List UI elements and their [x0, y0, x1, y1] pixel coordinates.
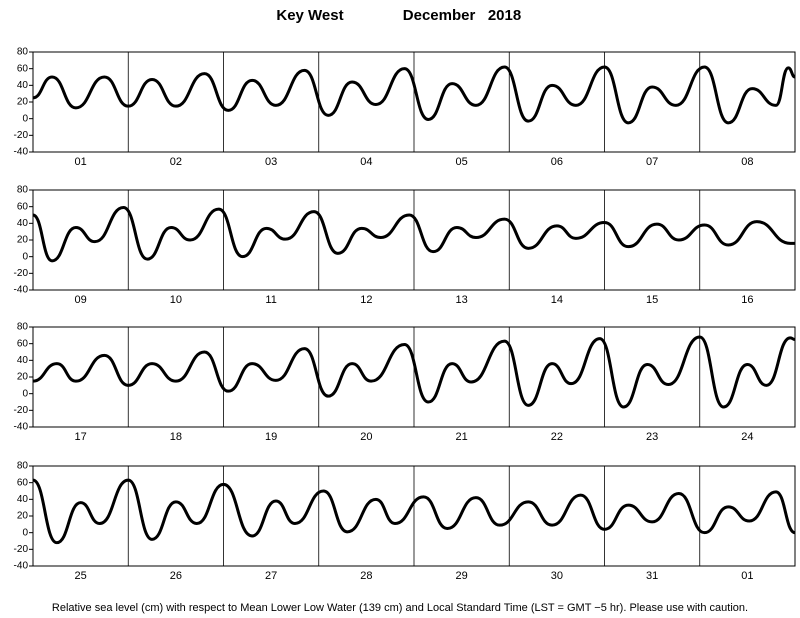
day-label: 15	[646, 294, 658, 306]
y-tick-label: 20	[17, 235, 29, 246]
day-label: 02	[170, 156, 182, 168]
day-label: 10	[170, 294, 182, 306]
y-tick-label: -40	[14, 422, 29, 433]
day-label: 19	[265, 431, 277, 443]
tide-line	[33, 65, 795, 125]
y-tick-label: -20	[14, 405, 29, 416]
y-tick-label: 40	[17, 355, 29, 366]
y-tick-label: 80	[17, 185, 29, 196]
y-tick-label: 80	[17, 461, 29, 472]
day-label: 23	[646, 431, 658, 443]
footer-note: Relative sea level (cm) with respect to …	[52, 602, 748, 614]
location-title: Key West	[276, 7, 343, 24]
day-label: 26	[170, 570, 182, 582]
y-tick-label: -20	[14, 544, 29, 555]
day-label: 11	[265, 294, 276, 306]
day-label: 21	[456, 431, 468, 443]
day-label: 17	[75, 431, 87, 443]
y-tick-label: 60	[17, 63, 29, 74]
day-label: 03	[265, 156, 277, 168]
y-tick-label: 20	[17, 511, 29, 522]
day-label: 27	[265, 570, 277, 582]
y-tick-label: 0	[22, 527, 28, 538]
y-tick-label: 40	[17, 218, 29, 229]
day-label: 14	[551, 294, 563, 306]
day-label: 05	[456, 156, 468, 168]
day-label: 18	[170, 431, 182, 443]
day-label: 28	[360, 570, 372, 582]
period-title: December 2018	[403, 7, 521, 24]
y-tick-label: -20	[14, 130, 29, 141]
y-tick-label: -20	[14, 268, 29, 279]
tide-line	[33, 205, 795, 263]
day-label: 16	[741, 294, 753, 306]
y-tick-label: 0	[22, 388, 28, 399]
y-tick-label: 20	[17, 97, 29, 108]
day-label: 22	[551, 431, 563, 443]
y-tick-label: -40	[14, 147, 29, 158]
day-label: 08	[741, 156, 753, 168]
y-tick-label: 0	[22, 113, 28, 124]
day-label: 20	[360, 431, 372, 443]
y-tick-label: 40	[17, 494, 29, 505]
y-tick-label: 60	[17, 477, 29, 488]
y-tick-label: 80	[17, 47, 29, 58]
y-tick-label: 0	[22, 251, 28, 262]
day-label: 24	[741, 431, 753, 443]
y-tick-label: 80	[17, 322, 29, 333]
y-tick-label: -40	[14, 285, 29, 296]
day-label: 12	[360, 294, 372, 306]
day-label: 31	[646, 570, 658, 582]
y-tick-label: 60	[17, 338, 29, 349]
y-tick-label: 20	[17, 372, 29, 383]
day-label: 09	[75, 294, 87, 306]
tide-line	[33, 335, 795, 409]
day-label: 06	[551, 156, 563, 168]
day-label: 07	[646, 156, 658, 168]
day-label: 30	[551, 570, 563, 582]
day-label: 25	[75, 570, 87, 582]
y-tick-label: -40	[14, 561, 29, 572]
day-label: 13	[456, 294, 468, 306]
y-tick-label: 60	[17, 201, 29, 212]
day-label: 01	[741, 570, 753, 582]
tide-line	[33, 478, 795, 545]
day-label: 29	[456, 570, 468, 582]
day-label: 01	[75, 156, 87, 168]
y-tick-label: 40	[17, 80, 29, 91]
day-label: 04	[360, 156, 372, 168]
